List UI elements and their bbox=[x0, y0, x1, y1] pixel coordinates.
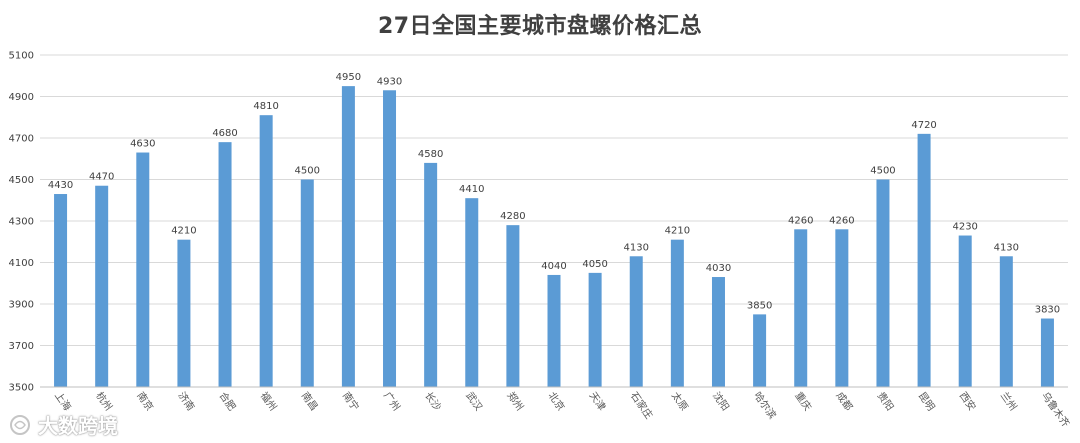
data-label: 4210 bbox=[171, 226, 196, 237]
bar bbox=[95, 185, 109, 387]
bar bbox=[835, 229, 849, 387]
x-tick-label: 成都 bbox=[833, 390, 854, 413]
data-label: 4230 bbox=[952, 222, 977, 233]
data-label: 4630 bbox=[130, 139, 155, 150]
x-tick-label: 贵阳 bbox=[875, 389, 897, 413]
x-tick-label: 南昌 bbox=[299, 389, 321, 413]
y-tick-label: 5100 bbox=[9, 51, 34, 62]
data-label: 4470 bbox=[89, 172, 114, 183]
x-tick-label: 福州 bbox=[258, 389, 280, 413]
x-tick-label: 长沙 bbox=[422, 390, 443, 413]
x-tick-label: 济南 bbox=[175, 389, 197, 413]
data-label: 4950 bbox=[336, 72, 361, 83]
bar bbox=[424, 162, 438, 387]
x-tick-label: 哈尔滨 bbox=[751, 389, 779, 421]
data-label: 4580 bbox=[418, 149, 443, 160]
bar bbox=[1040, 318, 1054, 387]
bar bbox=[917, 133, 931, 387]
y-tick-label: 4100 bbox=[9, 258, 34, 269]
bar bbox=[300, 179, 314, 387]
bar bbox=[958, 235, 972, 387]
brand-logo-icon bbox=[10, 414, 30, 435]
bar bbox=[218, 142, 232, 387]
data-label: 4500 bbox=[870, 166, 895, 177]
data-label: 4930 bbox=[377, 76, 402, 87]
bar bbox=[711, 277, 725, 387]
data-label: 4210 bbox=[665, 226, 690, 237]
x-tick-label: 武汉 bbox=[463, 389, 485, 413]
bar bbox=[753, 314, 767, 387]
x-tick-label: 乌鲁木齐 bbox=[1039, 389, 1073, 429]
x-tick-label: 兰州 bbox=[998, 389, 1020, 413]
data-label: 4430 bbox=[48, 180, 73, 191]
y-tick-label: 3500 bbox=[9, 383, 34, 394]
bar bbox=[54, 194, 68, 387]
bar bbox=[629, 256, 643, 387]
bar bbox=[588, 272, 602, 387]
y-tick-label: 4700 bbox=[9, 134, 34, 145]
x-tick-label: 南京 bbox=[134, 389, 156, 413]
data-label: 4410 bbox=[459, 184, 484, 195]
bar bbox=[670, 239, 684, 387]
data-label: 4130 bbox=[994, 242, 1019, 253]
data-label: 4500 bbox=[295, 166, 320, 177]
x-tick-label: 郑州 bbox=[504, 389, 526, 413]
x-tick-label: 沈阳 bbox=[710, 389, 732, 413]
x-tick-label: 西安 bbox=[957, 389, 979, 413]
x-tick-label: 南宁 bbox=[340, 389, 362, 413]
chart-title: 27日全国主要城市盘螺价格汇总 bbox=[377, 14, 703, 39]
bar bbox=[506, 225, 520, 387]
bar bbox=[547, 274, 561, 387]
data-label: 4260 bbox=[829, 215, 854, 226]
watermark-text: 大数跨境 bbox=[38, 414, 118, 438]
bar bbox=[794, 229, 808, 387]
data-label: 4050 bbox=[582, 259, 607, 270]
bar bbox=[999, 256, 1013, 387]
bar bbox=[136, 152, 150, 387]
x-tick-label: 石家庄 bbox=[628, 389, 656, 421]
x-tick-label: 重庆 bbox=[792, 389, 814, 413]
data-label: 4040 bbox=[541, 261, 566, 272]
y-tick-label: 4500 bbox=[9, 175, 34, 186]
bar bbox=[259, 115, 273, 388]
bar bbox=[177, 239, 191, 387]
data-label: 3850 bbox=[747, 300, 772, 311]
data-label: 4130 bbox=[624, 242, 649, 253]
data-label: 4260 bbox=[788, 215, 813, 226]
bar bbox=[341, 86, 355, 387]
data-label: 4030 bbox=[706, 263, 731, 274]
x-tick-label: 合肥 bbox=[217, 389, 239, 413]
data-label: 4810 bbox=[253, 101, 278, 112]
data-label: 4720 bbox=[911, 120, 936, 131]
x-tick-label: 太原 bbox=[669, 389, 691, 413]
bar bbox=[876, 179, 890, 387]
bar bbox=[383, 90, 397, 388]
y-tick-label: 3700 bbox=[9, 341, 34, 352]
x-tick-label: 昆明 bbox=[916, 390, 937, 413]
data-label: 4680 bbox=[212, 128, 237, 139]
data-label: 4280 bbox=[500, 211, 525, 222]
watermark: 大数跨境 bbox=[8, 410, 118, 439]
y-tick-label: 4300 bbox=[9, 217, 34, 228]
x-tick-label: 天津 bbox=[587, 390, 608, 413]
y-tick-label: 3900 bbox=[9, 300, 34, 311]
x-tick-label: 北京 bbox=[546, 389, 568, 413]
bar bbox=[465, 198, 479, 387]
y-tick-label: 4900 bbox=[9, 92, 34, 103]
data-label: 3830 bbox=[1035, 305, 1060, 316]
x-tick-label: 广州 bbox=[381, 390, 402, 413]
